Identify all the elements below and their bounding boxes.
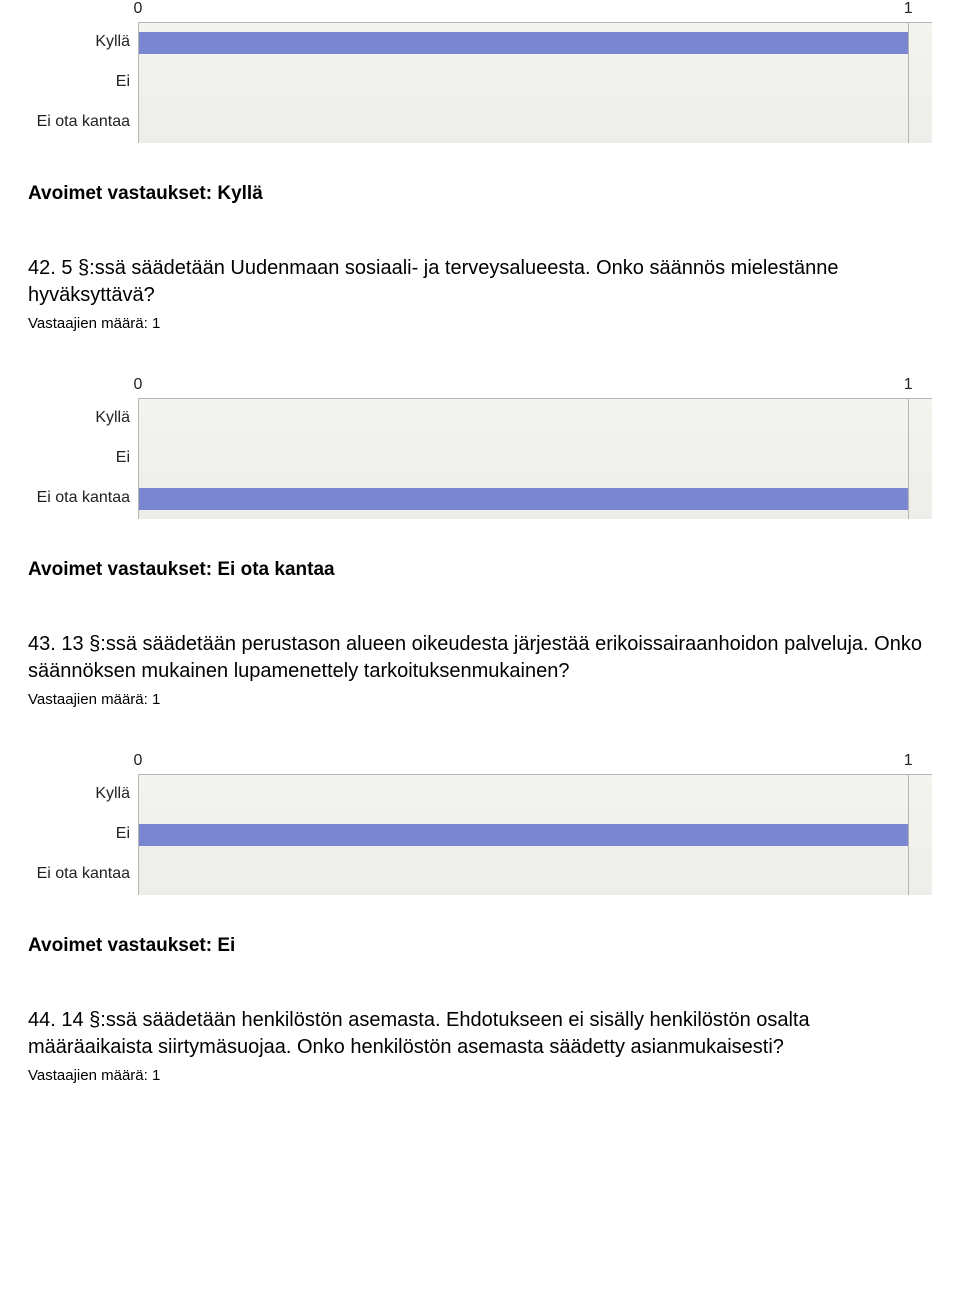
plot-band	[139, 775, 932, 815]
axis-spacer	[28, 376, 138, 398]
plot-band	[139, 63, 932, 103]
plot-area	[138, 22, 932, 143]
bar	[139, 488, 908, 510]
plot-area	[138, 774, 932, 895]
category-label: Kyllä	[28, 774, 138, 814]
axis-plot: 01	[138, 752, 932, 774]
plot-band	[139, 815, 932, 855]
open-answers-label-q43: Avoimet vastaukset: Ei	[28, 935, 932, 957]
chart-q41: 01KylläEiEi ota kantaa	[28, 0, 932, 143]
question-title: 44. 14 §:ssä säädetään henkilöstön asema…	[28, 1007, 932, 1061]
category-label: Ei	[28, 814, 138, 854]
category-column: KylläEiEi ota kantaa	[28, 22, 138, 143]
axis-tick-0: 0	[134, 0, 143, 18]
respondent-count: Vastaajien määrä: 1	[28, 1067, 932, 1084]
axis-tick-0: 0	[134, 376, 143, 394]
plot-band	[139, 439, 932, 479]
chart-body: KylläEiEi ota kantaa	[28, 774, 932, 895]
open-answers-label-q41: Avoimet vastaukset: Kyllä	[28, 183, 932, 205]
plot-area	[138, 398, 932, 519]
category-label: Ei	[28, 438, 138, 478]
chart-axis: 01	[28, 752, 932, 774]
axis-tick-1: 1	[904, 752, 913, 770]
axis-tick-0: 0	[134, 752, 143, 770]
category-label: Ei	[28, 62, 138, 102]
respondent-count: Vastaajien määrä: 1	[28, 691, 932, 708]
axis-plot: 01	[138, 376, 932, 398]
axis-spacer	[28, 0, 138, 22]
axis-spacer	[28, 752, 138, 774]
chart-body: KylläEiEi ota kantaa	[28, 398, 932, 519]
category-label: Ei ota kantaa	[28, 854, 138, 894]
category-label: Ei ota kantaa	[28, 102, 138, 142]
category-label: Ei ota kantaa	[28, 478, 138, 518]
axis-tick-1: 1	[904, 0, 913, 18]
bar	[139, 32, 908, 54]
plot-band	[139, 855, 932, 895]
plot-column	[138, 22, 932, 143]
category-label: Kyllä	[28, 398, 138, 438]
axis-plot: 01	[138, 0, 932, 22]
bar	[139, 824, 908, 846]
question-44: 44. 14 §:ssä säädetään henkilöstön asema…	[28, 1007, 932, 1084]
chart-q43: 01KylläEiEi ota kantaa	[28, 752, 932, 895]
chart-axis: 01	[28, 0, 932, 22]
plot-band	[139, 399, 932, 439]
plot-band	[139, 479, 932, 519]
question-title: 43. 13 §:ssä säädetään perustason alueen…	[28, 631, 932, 685]
chart-body: KylläEiEi ota kantaa	[28, 22, 932, 143]
plot-column	[138, 398, 932, 519]
category-column: KylläEiEi ota kantaa	[28, 398, 138, 519]
question-title: 42. 5 §:ssä säädetään Uudenmaan sosiaali…	[28, 255, 932, 309]
plot-column	[138, 774, 932, 895]
respondent-count: Vastaajien määrä: 1	[28, 315, 932, 332]
axis-tick-1: 1	[904, 376, 913, 394]
question-43: 43. 13 §:ssä säädetään perustason alueen…	[28, 631, 932, 708]
open-answers-label-q42: Avoimet vastaukset: Ei ota kantaa	[28, 559, 932, 581]
chart-axis: 01	[28, 376, 932, 398]
category-column: KylläEiEi ota kantaa	[28, 774, 138, 895]
category-label: Kyllä	[28, 22, 138, 62]
chart-q42: 01KylläEiEi ota kantaa	[28, 376, 932, 519]
plot-band	[139, 103, 932, 143]
plot-band	[139, 23, 932, 63]
question-42: 42. 5 §:ssä säädetään Uudenmaan sosiaali…	[28, 255, 932, 332]
